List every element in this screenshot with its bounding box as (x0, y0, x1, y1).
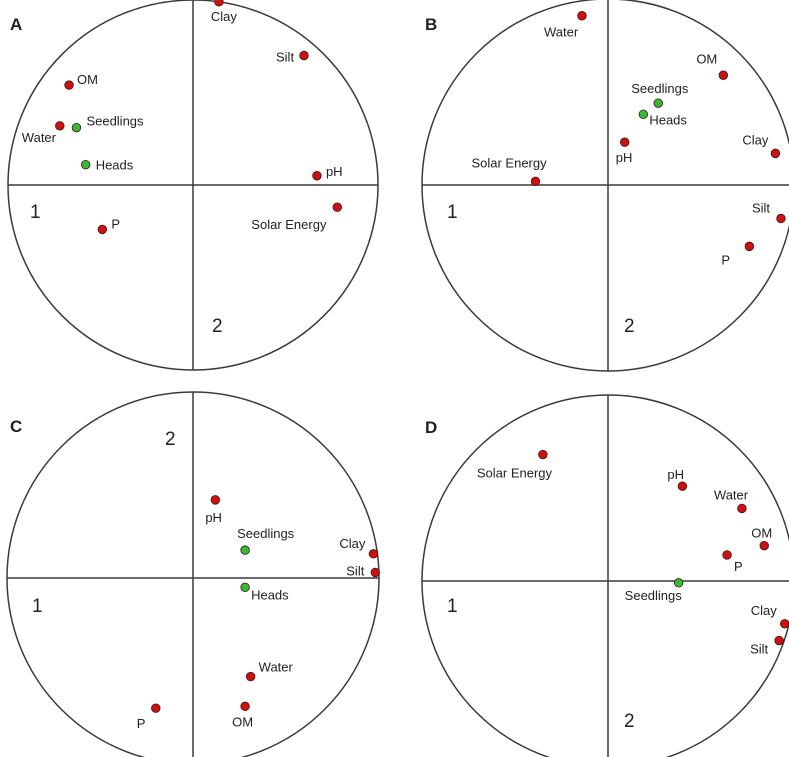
point-clay (214, 0, 224, 7)
point-label-om: OM (751, 526, 772, 541)
point-p (97, 224, 108, 235)
point-water (55, 121, 65, 131)
point-label-om: OM (77, 72, 98, 87)
axis-label-2: 2 (624, 316, 635, 337)
point-ph (210, 495, 221, 505)
point-silt (774, 635, 784, 646)
point-om (64, 80, 74, 90)
point-label-p: P (111, 216, 120, 231)
point-label-water: Water (22, 130, 57, 145)
point-clay (770, 148, 781, 159)
point-label-om: OM (696, 51, 717, 66)
point-label-silt: Silt (346, 563, 364, 578)
axis-label-1: 1 (30, 202, 41, 223)
point-label-water: Water (259, 660, 294, 675)
point-om (759, 540, 769, 551)
point-label-solar-energy: Solar Energy (471, 155, 547, 170)
point-solar-energy (530, 176, 541, 186)
axis-label-2: 2 (212, 316, 223, 337)
point-label-clay: Clay (339, 536, 366, 551)
point-silt (370, 567, 380, 578)
unit-circle (421, 394, 789, 757)
point-label-seedlings: Seedlings (86, 114, 144, 129)
point-label-water: Water (544, 25, 579, 40)
point-label-p: P (137, 716, 146, 731)
point-solar-energy (332, 202, 343, 212)
point-seedlings (653, 98, 663, 108)
point-om (240, 701, 250, 712)
panel-c: C 1 2 pH Seedlings Clay Silt Heads Water OM P (6, 391, 380, 757)
point-seedlings (240, 545, 250, 555)
point-label-ph: pH (667, 467, 684, 482)
point-seedlings (71, 122, 82, 133)
point-label-seedlings: Seedlings (631, 81, 689, 96)
panel-letter: A (10, 15, 22, 34)
axis-label-1: 1 (447, 596, 458, 617)
point-water (737, 503, 747, 514)
point-ph (312, 171, 322, 181)
point-seedlings (673, 578, 684, 588)
point-label-clay: Clay (751, 603, 778, 618)
point-label-om: OM (232, 714, 253, 729)
point-label-clay: Clay (211, 9, 238, 24)
point-p (722, 550, 732, 560)
point-heads (240, 582, 250, 593)
point-om (718, 70, 729, 80)
point-label-seedlings: Seedlings (625, 588, 683, 603)
point-label-heads: Heads (96, 158, 134, 173)
point-p (744, 241, 755, 252)
point-p (151, 703, 161, 713)
point-silt (776, 213, 786, 224)
point-heads (638, 109, 649, 120)
axis-label-2: 2 (624, 711, 635, 732)
point-clay (780, 619, 789, 629)
point-label-silt: Silt (276, 50, 294, 65)
point-label-ph: pH (326, 164, 343, 179)
point-label-solar-energy: Solar Energy (477, 466, 553, 481)
panel-letter: D (425, 418, 437, 437)
point-label-p: P (721, 252, 730, 267)
panel-d: D 1 2 Solar Energy pH Water OM P Seedlings Clay Si… (421, 394, 789, 757)
panel-letter: C (10, 417, 22, 436)
point-label-silt: Silt (752, 200, 770, 215)
point-label-solar-energy: Solar Energy (251, 217, 327, 232)
point-silt (299, 50, 309, 61)
point-solar-energy (538, 449, 548, 460)
point-water (245, 671, 256, 682)
point-label-p: P (734, 559, 743, 574)
point-label-heads: Heads (649, 112, 687, 127)
point-heads (80, 159, 91, 170)
panel-letter: B (425, 15, 437, 34)
axis-label-2: 2 (165, 429, 176, 450)
axis-label-1: 1 (32, 596, 43, 617)
point-label-ph: pH (616, 150, 633, 165)
panel-a: A 1 2 Clay Silt OM Water Seedlings Heads pH Solar … (7, 0, 379, 371)
axis-label-1: 1 (447, 202, 458, 223)
point-ph (620, 137, 630, 147)
point-label-seedlings: Seedlings (237, 526, 295, 541)
panel-b: B 1 2 Water OM Seedlings Heads pH Clay Solar Ener… (421, 0, 789, 372)
point-label-ph: pH (205, 510, 222, 525)
point-label-heads: Heads (251, 587, 289, 602)
point-label-silt: Silt (750, 642, 768, 657)
point-label-water: Water (714, 487, 749, 502)
point-water (577, 11, 587, 21)
point-clay (368, 549, 379, 559)
point-ph (677, 481, 688, 491)
point-label-clay: Clay (742, 132, 769, 147)
